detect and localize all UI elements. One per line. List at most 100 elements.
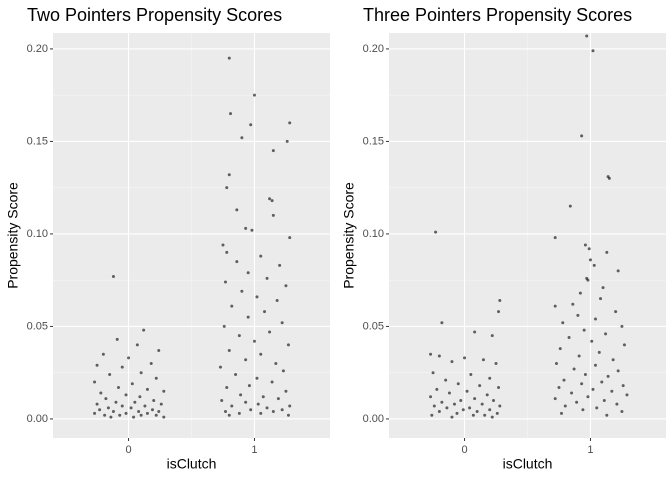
point xyxy=(580,134,584,138)
point xyxy=(247,384,251,388)
point xyxy=(259,254,263,258)
point xyxy=(605,250,609,254)
point xyxy=(576,313,580,317)
point xyxy=(601,286,605,290)
point xyxy=(567,336,571,340)
point xyxy=(456,382,460,386)
point xyxy=(261,395,265,399)
point xyxy=(432,404,436,408)
point xyxy=(583,243,587,247)
point xyxy=(554,361,558,365)
point xyxy=(568,204,572,208)
point xyxy=(237,411,241,415)
point xyxy=(280,321,284,325)
point xyxy=(600,380,604,384)
point xyxy=(281,369,285,373)
point xyxy=(115,337,119,341)
point xyxy=(223,280,227,284)
point xyxy=(114,400,118,404)
point xyxy=(152,398,156,402)
point xyxy=(227,348,231,352)
point xyxy=(447,391,451,395)
point xyxy=(590,339,594,343)
point xyxy=(440,321,444,325)
point xyxy=(572,367,576,371)
y-tick-label: 0.10 xyxy=(363,228,384,240)
point xyxy=(577,354,581,358)
point xyxy=(276,397,280,401)
point xyxy=(154,376,158,380)
point xyxy=(465,389,469,393)
point xyxy=(270,199,274,203)
point xyxy=(591,49,595,53)
point xyxy=(240,136,244,140)
point xyxy=(225,250,229,254)
point xyxy=(237,334,241,338)
point xyxy=(246,271,250,275)
point xyxy=(95,363,99,367)
y-tick-label: 0.05 xyxy=(27,320,48,332)
point xyxy=(553,304,557,308)
point xyxy=(227,173,231,177)
point xyxy=(463,356,467,360)
point xyxy=(104,397,108,401)
point xyxy=(108,373,112,377)
point xyxy=(265,276,269,280)
point xyxy=(244,400,248,404)
point xyxy=(270,380,274,384)
point xyxy=(271,410,275,414)
point xyxy=(616,369,620,373)
point xyxy=(133,400,137,404)
point xyxy=(558,347,562,351)
point xyxy=(473,330,477,334)
point xyxy=(111,410,115,414)
y-tick-label: 0.00 xyxy=(27,413,48,425)
point xyxy=(588,258,592,262)
x-tick-label: 0 xyxy=(125,444,131,456)
point xyxy=(129,406,133,410)
point xyxy=(106,406,110,410)
point xyxy=(286,413,290,417)
point xyxy=(578,291,582,295)
point xyxy=(118,413,122,417)
point xyxy=(583,373,587,377)
point xyxy=(498,299,502,303)
point xyxy=(562,378,566,382)
point xyxy=(259,411,263,415)
point xyxy=(255,376,259,380)
point xyxy=(271,149,275,153)
point xyxy=(221,243,225,247)
point xyxy=(285,139,289,143)
point xyxy=(93,380,97,384)
point xyxy=(239,393,243,397)
point xyxy=(444,378,448,382)
point xyxy=(143,404,147,408)
point xyxy=(230,404,234,408)
point xyxy=(154,413,158,417)
point xyxy=(614,310,618,314)
point xyxy=(225,385,229,389)
point xyxy=(625,393,629,397)
point xyxy=(620,410,624,414)
x-axis-title: isClutch xyxy=(167,456,217,472)
point xyxy=(149,361,153,365)
point xyxy=(263,310,267,314)
y-tick-label: 0.00 xyxy=(363,413,384,425)
point xyxy=(459,398,463,402)
y-tick-label: 0.10 xyxy=(27,228,48,240)
point xyxy=(99,391,103,395)
y-axis-title: Propensity Score xyxy=(341,182,357,289)
point xyxy=(98,408,102,412)
point xyxy=(255,295,259,299)
point xyxy=(469,373,473,377)
point xyxy=(468,406,472,410)
y-tick-label: 0.05 xyxy=(363,320,384,332)
point xyxy=(120,404,124,408)
x-axis-title: isClutch xyxy=(503,456,553,472)
point xyxy=(222,324,226,328)
point xyxy=(490,334,494,338)
point xyxy=(490,415,494,419)
point xyxy=(599,297,603,301)
point xyxy=(575,400,579,404)
point xyxy=(246,315,250,319)
